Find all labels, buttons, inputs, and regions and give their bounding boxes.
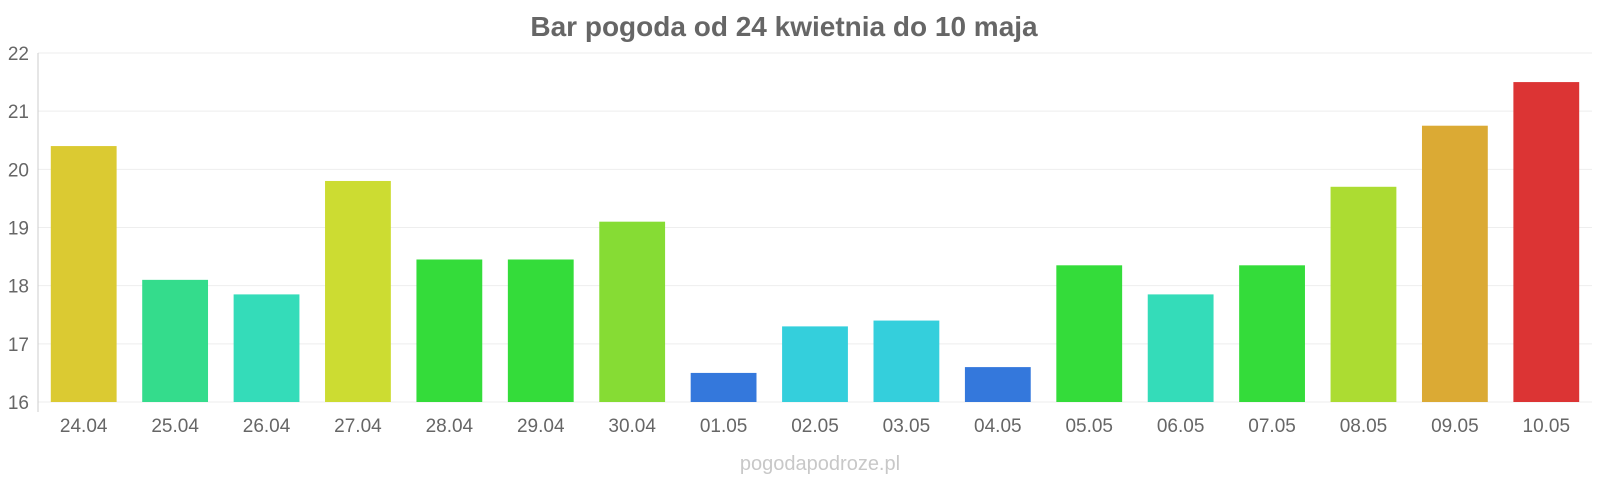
x-tick-label: 30.04 — [608, 416, 656, 437]
bar — [964, 367, 1031, 402]
bar — [873, 320, 940, 402]
x-tick-label: 07.05 — [1248, 416, 1296, 437]
bar — [1513, 82, 1580, 402]
bar — [1330, 186, 1397, 402]
bar — [690, 372, 757, 402]
bar — [50, 146, 117, 402]
x-tick-label: 01.05 — [700, 416, 748, 437]
bar — [782, 326, 848, 402]
y-tick-label: 16 — [8, 393, 29, 414]
x-tick-label: 24.04 — [60, 416, 108, 437]
y-tick-label: 22 — [8, 44, 29, 65]
bars — [50, 82, 1580, 402]
bar — [507, 259, 574, 402]
x-tick-label: 29.04 — [517, 416, 565, 437]
x-tick-label: 05.05 — [1065, 416, 1113, 437]
y-tick-label: 17 — [8, 335, 29, 356]
y-tick-label: 18 — [8, 277, 29, 298]
x-tick-label: 04.05 — [974, 416, 1022, 437]
bar — [1147, 294, 1214, 402]
bar — [416, 259, 483, 402]
x-axis-ticks: 24.04 25.04 26.04 27.04 28.04 29.04 30.04 01.05… — [60, 416, 1570, 437]
bar — [599, 221, 666, 402]
x-tick-label: 25.04 — [151, 416, 199, 437]
y-axis-ticks: 16 17 18 19 20 21 22 — [8, 44, 29, 414]
watermark: pogodapodroze.pl — [740, 453, 900, 475]
y-tick-label: 19 — [8, 219, 29, 240]
x-tick-label: 26.04 — [243, 416, 291, 437]
x-tick-label: 10.05 — [1523, 416, 1571, 437]
bar — [233, 294, 300, 402]
x-tick-label: 28.04 — [426, 416, 474, 437]
bar — [325, 180, 391, 402]
x-tick-label: 09.05 — [1431, 416, 1479, 437]
bar — [1421, 125, 1488, 402]
bar — [1056, 265, 1123, 402]
x-tick-label: 06.05 — [1157, 416, 1205, 437]
chart-title: Bar pogoda od 24 kwietnia do 10 maja — [530, 11, 1038, 42]
bar — [1239, 265, 1305, 402]
x-tick-label: 02.05 — [791, 416, 839, 437]
bar — [142, 279, 209, 402]
y-tick-label: 21 — [8, 102, 29, 123]
y-tick-label: 20 — [8, 160, 29, 181]
x-tick-label: 03.05 — [883, 416, 931, 437]
x-tick-label: 27.04 — [334, 416, 382, 437]
x-tick-label: 08.05 — [1340, 416, 1388, 437]
